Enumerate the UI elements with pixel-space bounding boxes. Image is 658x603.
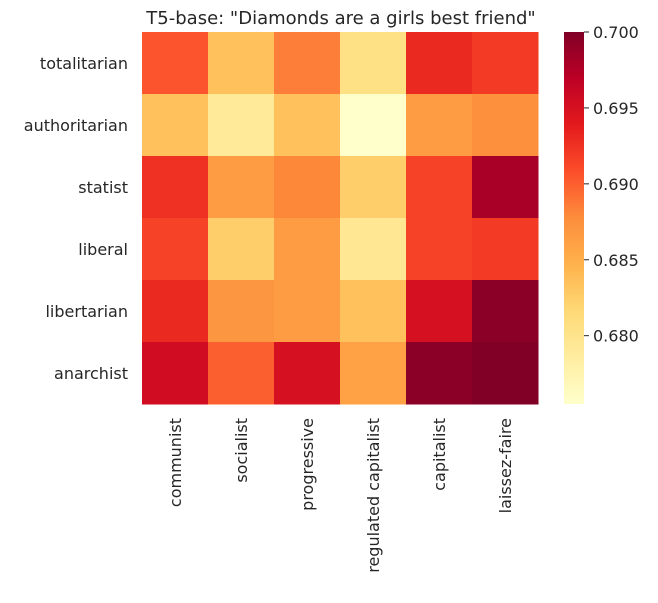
row-label: statist [78,178,128,197]
heatmap-cell [340,32,407,95]
row-label: totalitarian [40,54,128,73]
heatmap-cell [208,156,275,219]
heatmap-cell [340,156,407,219]
heatmap-cell [472,32,539,95]
heatmap-cell [208,280,275,343]
heatmap-cell [142,94,209,157]
column-labels: communist socialist progressive regulated c… [166,418,515,573]
colorbar-tick-label: 0.680 [593,327,639,346]
heatmap-cell [340,218,407,281]
row-label: libertarian [45,302,128,321]
column-label: socialist [232,418,251,483]
heatmap-cell [274,218,341,281]
heatmap-cell [406,280,473,343]
heatmap-cell [274,280,341,343]
heatmap-cell [142,156,209,219]
heatmap-cell [340,94,407,157]
heatmap-cell [406,94,473,157]
heatmap-cell [208,218,275,281]
heatmap-cell [340,280,407,343]
heatmap-cell [274,156,341,219]
colorbar: 0.680 0.685 0.690 0.695 0.700 [564,23,639,404]
column-label: laissez-faire [496,418,515,513]
heatmap-cells [142,32,539,405]
heatmap-cell [406,218,473,281]
heatmap-cell [406,32,473,95]
heatmap-cell [472,280,539,343]
colorbar-tick-label: 0.700 [593,23,639,42]
row-label: liberal [78,240,128,259]
heatmap-cell [472,218,539,281]
row-label: authoritarian [24,116,128,135]
heatmap-cell [274,342,341,405]
heatmap-cell [142,342,209,405]
heatmap-cell [142,218,209,281]
row-label: anarchist [54,364,128,383]
heatmap-cell [208,94,275,157]
heatmap-cell [142,280,209,343]
chart-title: T5-base: "Diamonds are a girls best frie… [145,8,535,29]
heatmap-cell [472,94,539,157]
heatmap-cell [208,32,275,95]
heatmap-cell [472,156,539,219]
heatmap-cell [340,342,407,405]
colorbar-tick-label: 0.685 [593,251,639,270]
colorbar-tick-label: 0.690 [593,175,639,194]
heatmap-cell [274,32,341,95]
column-label: progressive [298,418,317,511]
heatmap-cell [208,342,275,405]
heatmap-cell [274,94,341,157]
heatmap-cell [472,342,539,405]
heatmap-cell [406,342,473,405]
column-label: regulated capitalist [364,418,383,573]
column-label: communist [166,418,185,507]
column-label: capitalist [430,418,449,491]
row-labels: totalitarian authoritarian statist liberal l… [24,54,128,383]
colorbar-tick-label: 0.695 [593,99,639,118]
colorbar-gradient [564,32,584,404]
heatmap-cell [406,156,473,219]
heatmap-cell [142,32,209,95]
